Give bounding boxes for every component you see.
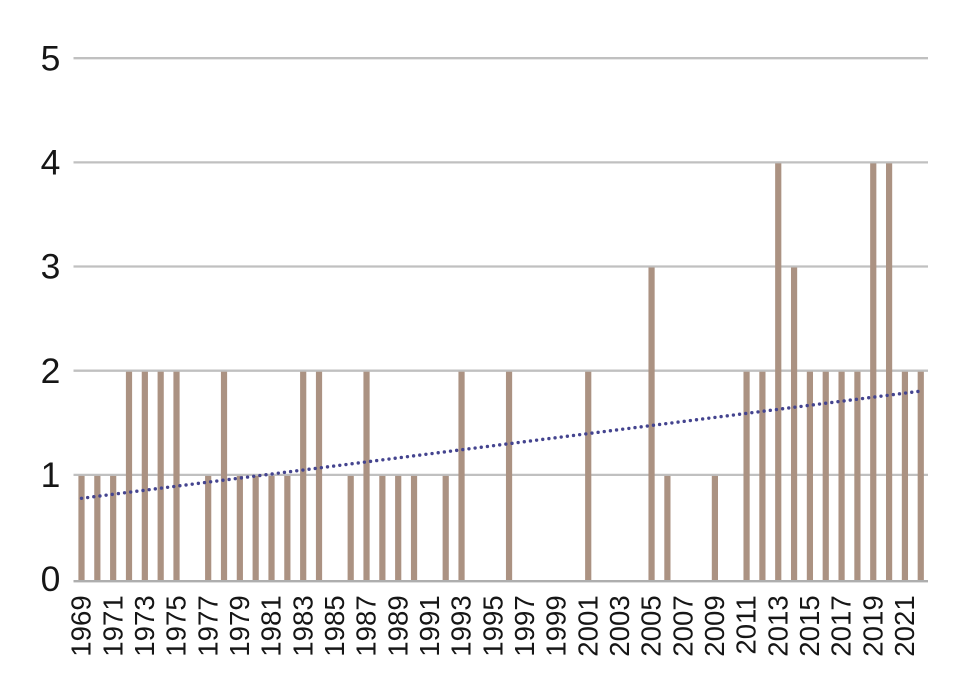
svg-text:1999: 1999 [541,595,572,656]
svg-text:1987: 1987 [351,595,382,656]
svg-text:2001: 2001 [572,595,603,656]
svg-text:1993: 1993 [446,595,477,656]
svg-text:1979: 1979 [224,595,255,656]
svg-text:1975: 1975 [161,595,192,656]
svg-text:1981: 1981 [256,595,287,656]
svg-text:4: 4 [41,143,61,183]
svg-text:1983: 1983 [287,595,318,656]
svg-text:1995: 1995 [477,595,508,656]
svg-text:2009: 2009 [699,595,730,656]
svg-text:2005: 2005 [636,595,667,656]
svg-text:2011: 2011 [731,595,762,654]
svg-text:1: 1 [41,455,61,495]
svg-text:1971: 1971 [97,595,128,656]
svg-text:2007: 2007 [667,595,698,656]
svg-text:2021: 2021 [889,595,920,656]
svg-text:1973: 1973 [129,595,160,656]
svg-text:1997: 1997 [509,595,540,656]
svg-text:1977: 1977 [192,595,223,656]
svg-text:2013: 2013 [762,595,793,656]
svg-text:2015: 2015 [794,595,825,656]
svg-text:2003: 2003 [604,595,635,656]
svg-text:5: 5 [41,39,61,79]
svg-text:1989: 1989 [382,595,413,656]
svg-text:2017: 2017 [826,595,857,656]
svg-text:2019: 2019 [857,595,888,656]
svg-text:1985: 1985 [319,595,350,656]
svg-text:0: 0 [41,559,61,599]
svg-text:1991: 1991 [414,595,445,656]
svg-text:2: 2 [41,351,61,391]
svg-text:3: 3 [41,247,61,287]
svg-text:1969: 1969 [66,595,97,656]
